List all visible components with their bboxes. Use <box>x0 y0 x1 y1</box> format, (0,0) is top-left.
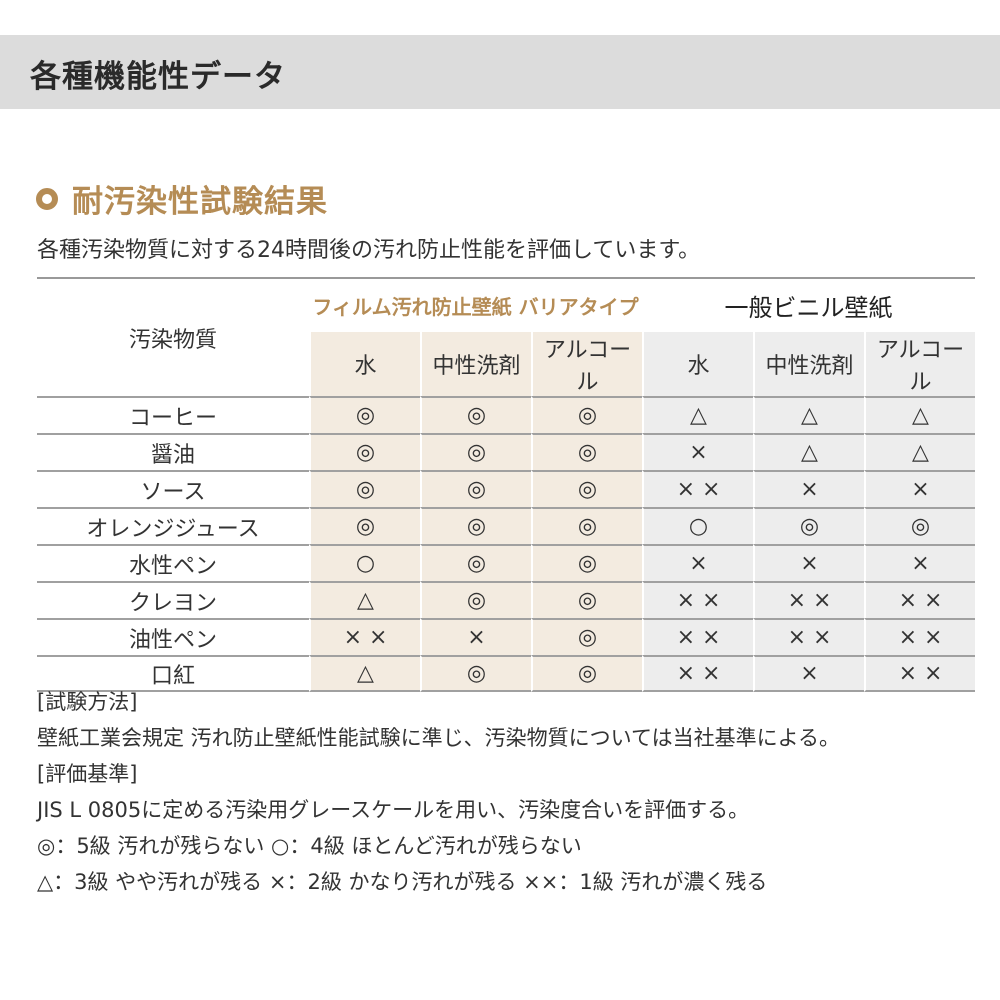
subheader: アルコール <box>864 332 975 396</box>
rating-cell: △ <box>309 581 420 618</box>
rating-cell: × <box>642 433 753 470</box>
rating-cell: ◎ <box>309 470 420 507</box>
note-method-heading: [試験方法] <box>37 690 138 714</box>
table-row: 醤油 ◎ ◎ ◎ × △ △ <box>37 433 975 470</box>
rating-cell: × <box>420 618 531 655</box>
subheader: 水 <box>309 332 420 396</box>
rating-cell: ◎ <box>531 433 642 470</box>
circle-bullet-icon <box>36 187 58 210</box>
rating-cell: △ <box>642 396 753 433</box>
rating-cell: ◎ <box>420 655 531 692</box>
rating-cell: ◎ <box>531 618 642 655</box>
row-label: 水性ペン <box>37 544 309 581</box>
rating-cell: × × <box>864 581 975 618</box>
rating-cell: △ <box>864 396 975 433</box>
subheader: 中性洗剤 <box>753 332 864 396</box>
rating-cell: × <box>642 544 753 581</box>
legend-line-1: ◎：5級 汚れが残らない ○：4級 ほとんど汚れが残らない <box>37 834 582 858</box>
table-row: 口紅 △ ◎ ◎ × × × × × <box>37 655 975 692</box>
note-method: 壁紙工業会規定 汚れ防止壁紙性能試験に準じ、汚染物質については当社基準による。 <box>37 726 840 750</box>
rating-cell: ◎ <box>309 433 420 470</box>
rating-cell: × <box>864 470 975 507</box>
row-label: クレヨン <box>37 581 309 618</box>
rating-cell: ◎ <box>309 507 420 544</box>
rating-cell: ◎ <box>531 655 642 692</box>
rating-cell: △ <box>309 655 420 692</box>
rating-cell: × × <box>753 618 864 655</box>
rating-cell: △ <box>753 433 864 470</box>
note-criteria-heading: [評価基準] <box>37 762 138 786</box>
rating-cell: ◎ <box>309 396 420 433</box>
row-header: 汚染物質 <box>128 327 217 353</box>
rating-cell: ◎ <box>531 581 642 618</box>
rating-cell: ○ <box>309 544 420 581</box>
section-intro: 各種汚染物質に対する24時間後の汚れ防止性能を評価しています。 <box>37 238 701 263</box>
rating-cell: ◎ <box>864 507 975 544</box>
section-title: 耐汚染性試験結果 <box>72 184 328 220</box>
rating-cell: ◎ <box>531 507 642 544</box>
notes: [試験方法] 壁紙工業会規定 汚れ防止壁紙性能試験に準じ、汚染物質については当社… <box>37 684 840 900</box>
rating-cell: × × <box>642 655 753 692</box>
rating-cell: × <box>753 470 864 507</box>
stain-resistance-table: 汚染物質 フィルム汚れ防止壁紙 バリアタイプ 一般ビニル壁紙 水 中性洗剤 アル… <box>37 277 975 692</box>
note-criteria: JIS L 0805に定める汚染用グレースケールを用い、汚染度合いを評価する。 <box>37 798 750 822</box>
table-row: クレヨン △ ◎ ◎ × × × × × × <box>37 581 975 618</box>
table-row: 油性ペン × × × ◎ × × × × × × <box>37 618 975 655</box>
rating-cell: ◎ <box>753 507 864 544</box>
section-heading: 耐汚染性試験結果 <box>36 176 328 221</box>
table-row: ソース ◎ ◎ ◎ × × × × <box>37 470 975 507</box>
row-label: コーヒー <box>37 396 309 433</box>
rating-cell: × <box>753 544 864 581</box>
table-row: コーヒー ◎ ◎ ◎ △ △ △ <box>37 396 975 433</box>
rating-cell: ◎ <box>420 396 531 433</box>
rating-cell: × × <box>753 581 864 618</box>
rating-cell: × × <box>642 581 753 618</box>
rating-cell: × × <box>642 618 753 655</box>
page-title: 各種機能性データ <box>30 59 286 95</box>
rating-cell: ◎ <box>420 470 531 507</box>
rating-cell: × <box>864 544 975 581</box>
rating-cell: ◎ <box>420 433 531 470</box>
rating-cell: × × <box>864 655 975 692</box>
legend-line-2: △：3級 やや汚れが残る ×：2級 かなり汚れが残る ××：1級 汚れが濃く残る <box>37 870 768 894</box>
row-label: 口紅 <box>37 655 309 692</box>
rating-cell: △ <box>864 433 975 470</box>
rating-cell: ◎ <box>531 544 642 581</box>
group-vinyl: 一般ビニル壁紙 <box>724 294 893 322</box>
row-label: オレンジジュース <box>37 507 309 544</box>
rating-cell: ◎ <box>420 507 531 544</box>
subheader: 中性洗剤 <box>420 332 531 396</box>
rating-cell: × × <box>309 618 420 655</box>
row-label: 醤油 <box>37 433 309 470</box>
rating-cell: × × <box>864 618 975 655</box>
subheader: アルコール <box>531 332 642 396</box>
rating-cell: × <box>753 655 864 692</box>
rating-cell: △ <box>753 396 864 433</box>
row-label: ソース <box>37 470 309 507</box>
rating-cell: × × <box>642 470 753 507</box>
rating-cell: ○ <box>642 507 753 544</box>
group-film: フィルム汚れ防止壁紙 バリアタイプ <box>312 295 639 319</box>
rating-cell: ◎ <box>531 396 642 433</box>
table-row: 水性ペン ○ ◎ ◎ × × × <box>37 544 975 581</box>
subheader: 水 <box>642 332 753 396</box>
rating-cell: ◎ <box>420 581 531 618</box>
row-label: 油性ペン <box>37 618 309 655</box>
header-bar: 各種機能性データ <box>0 35 1000 109</box>
table-row: オレンジジュース ◎ ◎ ◎ ○ ◎ ◎ <box>37 507 975 544</box>
rating-cell: ◎ <box>531 470 642 507</box>
rating-cell: ◎ <box>420 544 531 581</box>
